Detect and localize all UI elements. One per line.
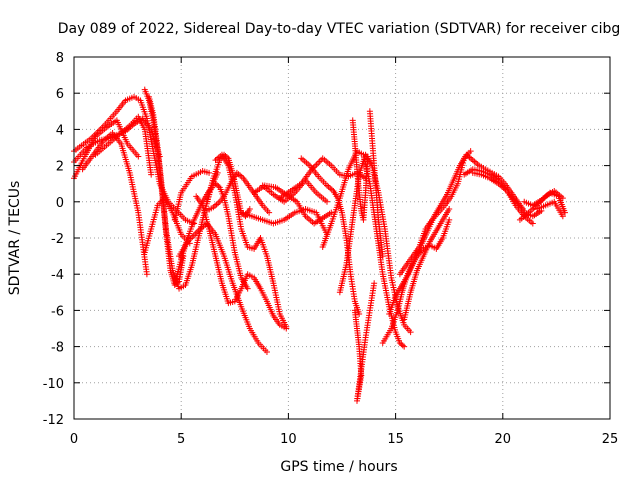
- data-point: [356, 311, 363, 318]
- x-tick-label: 0: [70, 432, 78, 447]
- series-track-12: [193, 193, 290, 332]
- y-tick-label: -2: [51, 232, 64, 247]
- y-tick-label: 8: [56, 51, 64, 66]
- y-tick-label: -12: [43, 413, 64, 428]
- series-track-15: [212, 151, 290, 330]
- y-axis-title: SDTVAR / TECUs: [7, 181, 23, 296]
- x-tick-label: 10: [280, 432, 297, 447]
- series-track-27: [386, 162, 463, 318]
- data-points: [71, 86, 568, 404]
- data-point: [315, 160, 322, 167]
- x-axis-title: GPS time / hours: [280, 459, 397, 475]
- series-track-10: [171, 168, 213, 223]
- x-tick-label: 15: [387, 432, 404, 447]
- series-track-35: [534, 198, 566, 220]
- y-tick-label: -10: [43, 377, 64, 392]
- series-track-23: [349, 117, 371, 223]
- y-tick-label: 4: [56, 123, 64, 138]
- y-tick-label: 6: [56, 87, 64, 102]
- data-point: [407, 329, 414, 336]
- data-point: [223, 154, 230, 161]
- chart-title: Day 089 of 2022, Sidereal Day-to-day VTE…: [58, 21, 621, 37]
- y-tick-label: -4: [51, 268, 64, 283]
- data-point: [266, 209, 273, 216]
- data-point: [313, 161, 320, 168]
- data-point: [446, 216, 453, 223]
- data-point: [148, 171, 155, 178]
- data-point: [189, 233, 196, 240]
- series-track-31: [461, 166, 536, 227]
- x-tick-label: 25: [602, 432, 619, 447]
- data-point: [328, 209, 335, 216]
- data-point: [379, 253, 386, 260]
- data-point: [364, 153, 371, 160]
- series-track-25: [351, 280, 378, 404]
- data-point: [283, 323, 290, 330]
- data-point: [446, 206, 453, 213]
- series-track-24: [366, 108, 386, 260]
- y-tick-label: 0: [56, 196, 64, 211]
- series-track-06: [141, 195, 193, 256]
- x-tick-label: 5: [177, 432, 185, 447]
- x-tick-label: 20: [495, 432, 512, 447]
- data-point: [401, 343, 408, 350]
- series-track-04: [79, 130, 150, 278]
- data-point: [529, 220, 536, 227]
- data-point: [263, 349, 270, 356]
- y-tick-label: -6: [51, 304, 64, 319]
- data-point: [215, 183, 222, 190]
- data-point: [467, 148, 474, 155]
- data-point: [323, 198, 330, 205]
- data-point: [206, 169, 213, 176]
- series-track-05: [92, 113, 155, 178]
- series-track-34: [521, 189, 568, 216]
- y-tick-label: -8: [51, 341, 64, 356]
- data-point: [244, 285, 251, 292]
- data-point: [559, 213, 566, 220]
- series-track-32: [469, 169, 545, 220]
- series-track-29: [401, 206, 453, 323]
- data-point: [246, 206, 253, 213]
- data-point: [371, 280, 378, 287]
- series-track-18: [259, 177, 330, 205]
- data-point: [135, 153, 142, 160]
- y-tick-label: 2: [56, 160, 64, 175]
- data-point: [399, 342, 406, 349]
- data-point: [561, 209, 568, 216]
- data-point: [143, 271, 150, 278]
